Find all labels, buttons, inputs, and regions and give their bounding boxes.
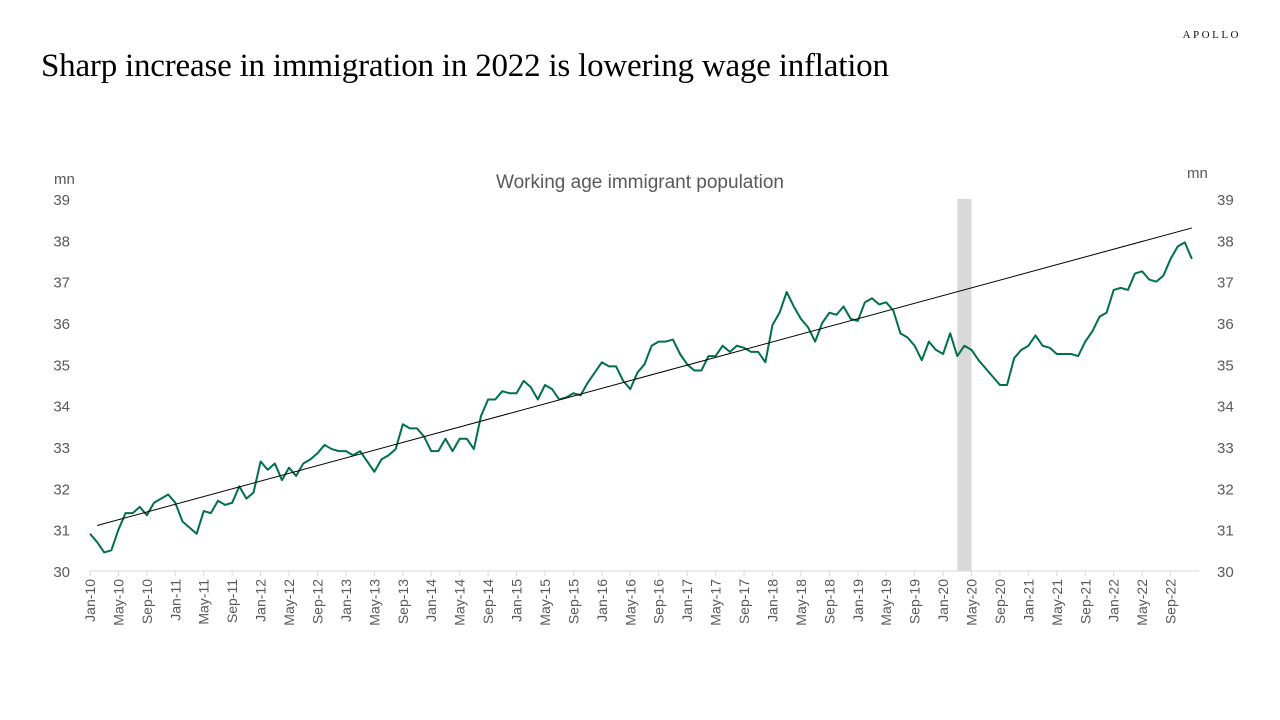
x-tick-label: Sep-13: [395, 579, 411, 624]
x-tick-label: Sep-17: [736, 579, 752, 624]
x-tick-label: Sep-22: [1163, 579, 1179, 624]
x-tick-label: Jan-14: [423, 579, 439, 622]
trend-line: [96, 227, 1193, 527]
y-tick-label-right: 35: [1217, 357, 1234, 374]
y-tick-label-right: 39: [1217, 192, 1234, 209]
x-tick-label: May-13: [366, 579, 382, 626]
plot-area: [89, 227, 1193, 554]
x-tick-label: Jan-15: [509, 579, 525, 622]
x-tick-label: Jan-20: [935, 579, 951, 622]
y-tick-label-left: 36: [53, 316, 70, 333]
y-tick-label-right: 33: [1217, 440, 1234, 457]
y-tick-label-right: 36: [1217, 316, 1234, 333]
x-tick-label: May-14: [452, 579, 468, 626]
chart-title: Working age immigrant population: [496, 172, 784, 193]
x-tick-label: Sep-18: [821, 579, 837, 624]
x-tick-label: May-22: [1134, 579, 1150, 626]
y-unit-right: mn: [1187, 165, 1208, 182]
population-series-line: [89, 241, 1193, 554]
x-tick-label: Jan-16: [594, 579, 610, 622]
y-tick-label-left: 37: [53, 275, 70, 292]
x-tick-label: Sep-14: [480, 579, 496, 624]
x-tick-label: May-16: [622, 579, 638, 626]
y-axis-right: 30 31 32 33 34 35 36 37 38 39: [1217, 192, 1234, 581]
x-tick-label: Jan-12: [253, 579, 269, 622]
x-tick-label: Sep-12: [309, 579, 325, 624]
y-unit-left: mn: [54, 171, 75, 188]
y-tick-label-right: 37: [1217, 275, 1234, 292]
brand-logo: APOLLO: [1182, 29, 1241, 41]
x-tick-label: Jan-17: [679, 579, 695, 622]
x-tick-label: Jan-11: [167, 579, 183, 621]
x-tick-label: Sep-16: [651, 579, 667, 624]
y-tick-label-left: 35: [53, 357, 70, 374]
x-tick-label: Sep-21: [1077, 579, 1093, 624]
y-tick-label-left: 38: [53, 233, 70, 250]
x-tick-label: May-21: [1049, 579, 1065, 626]
y-tick-label-left: 34: [53, 399, 70, 416]
y-tick-label-right: 30: [1217, 564, 1234, 581]
y-tick-label-left: 32: [53, 481, 70, 498]
x-axis: Jan-10 May-10 Sep-10 Jan-11 May-11 Sep-11 Jan-…: [82, 571, 1179, 626]
y-tick-label-left: 33: [53, 440, 70, 457]
y-tick-label-left: 30: [53, 564, 70, 581]
y-tick-label-right: 31: [1217, 523, 1234, 540]
x-tick-label: May-12: [281, 579, 297, 626]
y-axis-left: 30 31 32 33 34 35 36 37 38 39: [53, 192, 70, 581]
x-tick-label: May-20: [964, 579, 980, 626]
y-tick-label-left: 39: [53, 192, 70, 209]
x-tick-label: May-10: [110, 579, 126, 626]
x-tick-label: Jan-19: [850, 579, 866, 622]
recession-shading-layer: [957, 199, 972, 571]
x-tick-label: Sep-11: [224, 579, 240, 623]
x-tick-label: May-18: [793, 579, 809, 626]
x-tick-label: Jan-22: [1106, 579, 1122, 622]
x-tick-label: May-17: [708, 579, 724, 626]
x-tick-label: May-11: [196, 579, 212, 625]
x-tick-label: Jan-13: [338, 579, 354, 622]
y-tick-label-right: 38: [1217, 233, 1234, 250]
x-tick-label: Sep-19: [907, 579, 923, 624]
x-tick-label: Sep-10: [139, 579, 155, 624]
y-tick-label-left: 31: [53, 523, 70, 540]
x-tick-label: May-19: [878, 579, 894, 626]
x-tick-label: Sep-15: [565, 579, 581, 624]
y-tick-label-right: 34: [1217, 399, 1234, 416]
page-headline: Sharp increase in immigration in 2022 is…: [41, 48, 889, 84]
x-tick-label: May-15: [537, 579, 553, 626]
x-tick-label: Jan-21: [1020, 579, 1036, 622]
x-tick-label: Sep-20: [992, 579, 1008, 624]
x-tick-label: Jan-10: [82, 579, 98, 622]
x-tick-label: Jan-18: [764, 579, 780, 622]
y-tick-label-right: 32: [1217, 481, 1234, 498]
recession-bar: [957, 199, 972, 571]
